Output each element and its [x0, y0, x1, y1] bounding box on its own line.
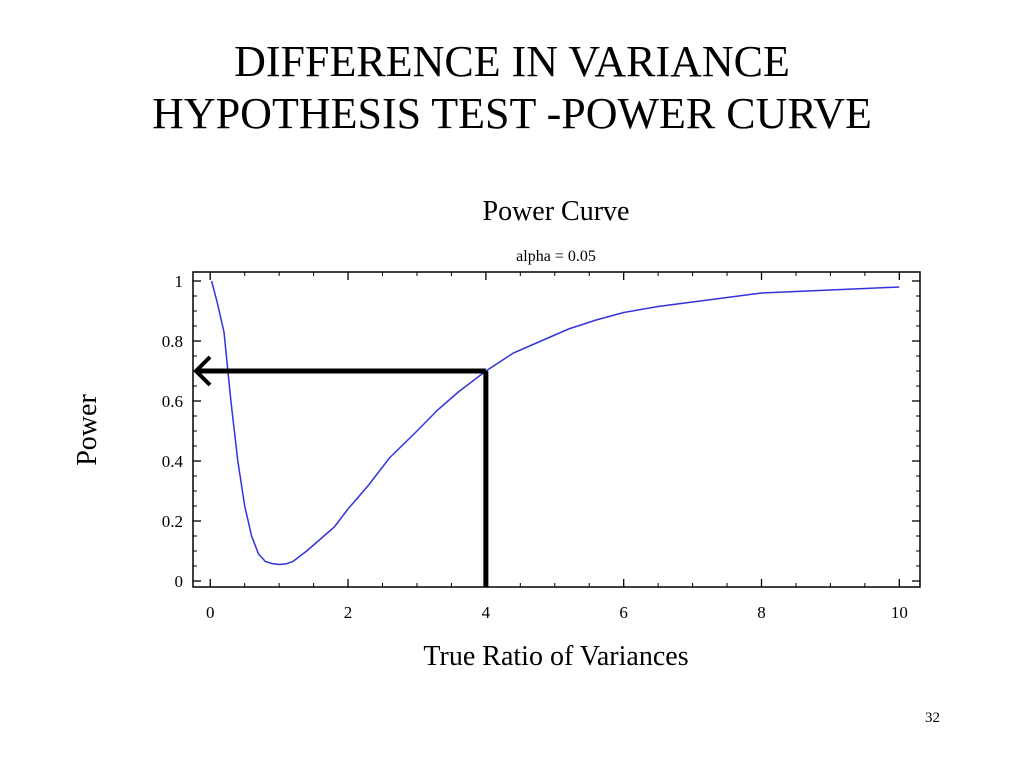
x-tick-label: 4: [482, 603, 491, 622]
slide-title-line-1: DIFFERENCE IN VARIANCE: [234, 37, 790, 86]
annotation-arrowhead: [193, 355, 212, 387]
annotation-arrow: [193, 355, 489, 587]
y-tick-label: 0.2: [162, 512, 183, 531]
y-axis-label: Power: [72, 394, 103, 466]
y-tick-label: 0.4: [162, 452, 184, 471]
y-tick-label: 0.6: [162, 392, 183, 411]
x-tick-label: 0: [206, 603, 215, 622]
x-axis-label: True Ratio of Variances: [423, 641, 688, 672]
chart-subtitle: alpha = 0.05: [516, 248, 596, 265]
y-tick-label: 0: [175, 572, 184, 591]
plot-frame: [192, 271, 921, 588]
x-tick-label: 8: [757, 603, 766, 622]
axis-ticks: 0 2 4 6 8 10 0 0.2 0.4 0.6 0.8 1: [162, 272, 920, 622]
power-curve-line: [210, 280, 900, 566]
y-tick-label: 1: [175, 272, 184, 291]
x-tick-label: 6: [619, 603, 628, 622]
x-tick-label: 2: [344, 603, 353, 622]
slide-title: DIFFERENCE IN VARIANCE HYPOTHESIS TEST -…: [0, 36, 1024, 140]
x-tick-label: 10: [891, 603, 908, 622]
page-number: 32: [925, 710, 940, 726]
chart-title: Power Curve: [483, 196, 630, 227]
slide-title-line-2: HYPOTHESIS TEST -POWER CURVE: [152, 89, 872, 138]
y-tick-label: 0.8: [162, 332, 183, 351]
